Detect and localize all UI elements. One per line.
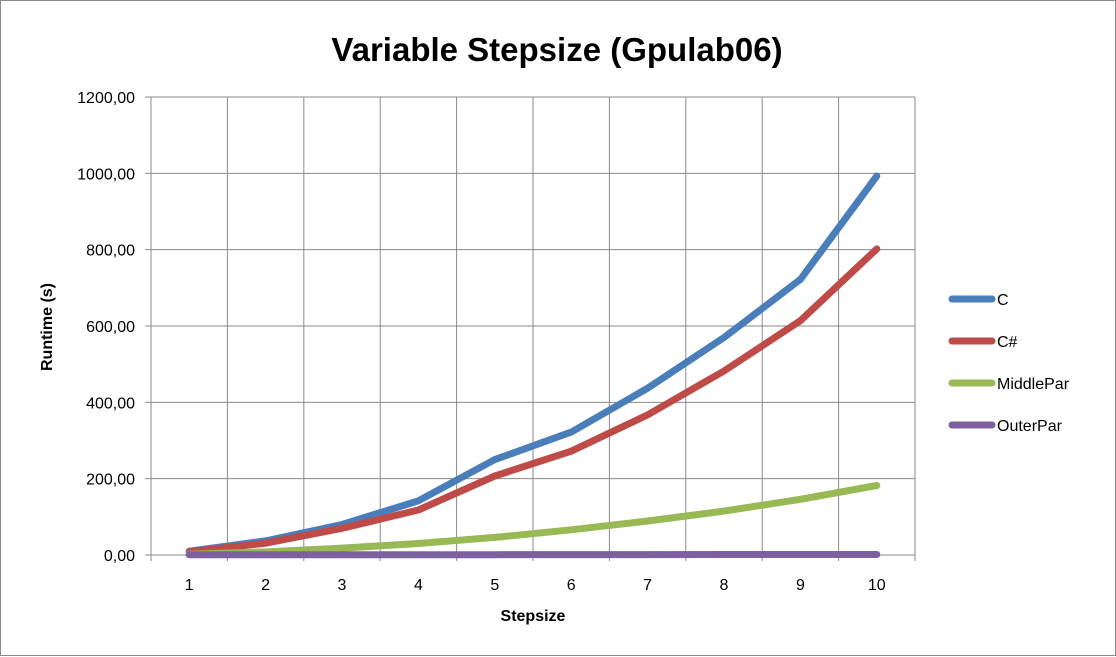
data-point: [341, 527, 344, 530]
data-point: [493, 536, 496, 539]
x-tick-label: 3: [338, 577, 347, 594]
y-tick-label: 0,00: [104, 548, 135, 565]
y-axis-ticks: 0,00 200,00 400,00 600,00 800,00 1000,00 1200,…: [77, 90, 135, 565]
y-tick-label: 400,00: [86, 395, 135, 412]
data-point: [493, 553, 496, 556]
y-axis-label: Runtime (s): [39, 283, 56, 371]
data-point: [723, 336, 726, 339]
data-point: [875, 553, 878, 556]
y-tick-label: 600,00: [86, 319, 135, 336]
data-point: [493, 474, 496, 477]
data-point: [341, 553, 344, 556]
x-axis-label: Stepsize: [501, 608, 566, 625]
data-point: [570, 528, 573, 531]
x-tick-label: 5: [490, 577, 499, 594]
data-point: [570, 553, 573, 556]
data-point: [417, 553, 420, 556]
data-point: [493, 458, 496, 461]
data-point: [723, 510, 726, 513]
chart-title: Variable Stepsize (Gpulab06): [331, 31, 782, 68]
data-point: [646, 553, 649, 556]
data-point: [799, 553, 802, 556]
legend-label: C: [997, 292, 1009, 309]
data-point: [646, 387, 649, 390]
data-point: [875, 484, 878, 487]
data-point: [646, 520, 649, 523]
legend: C C# MiddlePar OuterPar: [952, 292, 1070, 435]
x-tick-label: 10: [868, 577, 886, 594]
data-point: [417, 508, 420, 511]
x-tick-label: 9: [796, 577, 805, 594]
data-point: [417, 542, 420, 545]
data-point: [570, 450, 573, 453]
data-point: [264, 553, 267, 556]
data-point: [799, 498, 802, 501]
x-tick-label: 2: [261, 577, 270, 594]
x-tick-label: 6: [567, 577, 576, 594]
data-point: [875, 175, 878, 178]
data-point: [646, 413, 649, 416]
y-tick-label: 200,00: [86, 472, 135, 489]
x-tick-label: 8: [720, 577, 729, 594]
legend-label: OuterPar: [997, 418, 1063, 435]
data-point: [341, 547, 344, 550]
data-point: [723, 370, 726, 373]
data-point: [188, 553, 191, 556]
gridlines: [145, 97, 915, 561]
x-tick-label: 1: [185, 577, 194, 594]
data-point: [417, 499, 420, 502]
data-point: [264, 542, 267, 545]
legend-label: MiddlePar: [997, 376, 1070, 393]
y-tick-label: 1200,00: [77, 90, 135, 107]
legend-label: C#: [997, 334, 1018, 351]
data-point: [799, 319, 802, 322]
y-tick-label: 800,00: [86, 243, 135, 260]
y-tick-label: 1000,00: [77, 166, 135, 183]
data-point: [723, 553, 726, 556]
x-tick-label: 4: [414, 577, 423, 594]
x-tick-label: 7: [643, 577, 652, 594]
data-point: [570, 431, 573, 434]
data-point: [799, 278, 802, 281]
data-point: [875, 247, 878, 250]
x-axis-ticks: 1 2 3 4 5 6 7 8 9 10: [185, 577, 886, 594]
